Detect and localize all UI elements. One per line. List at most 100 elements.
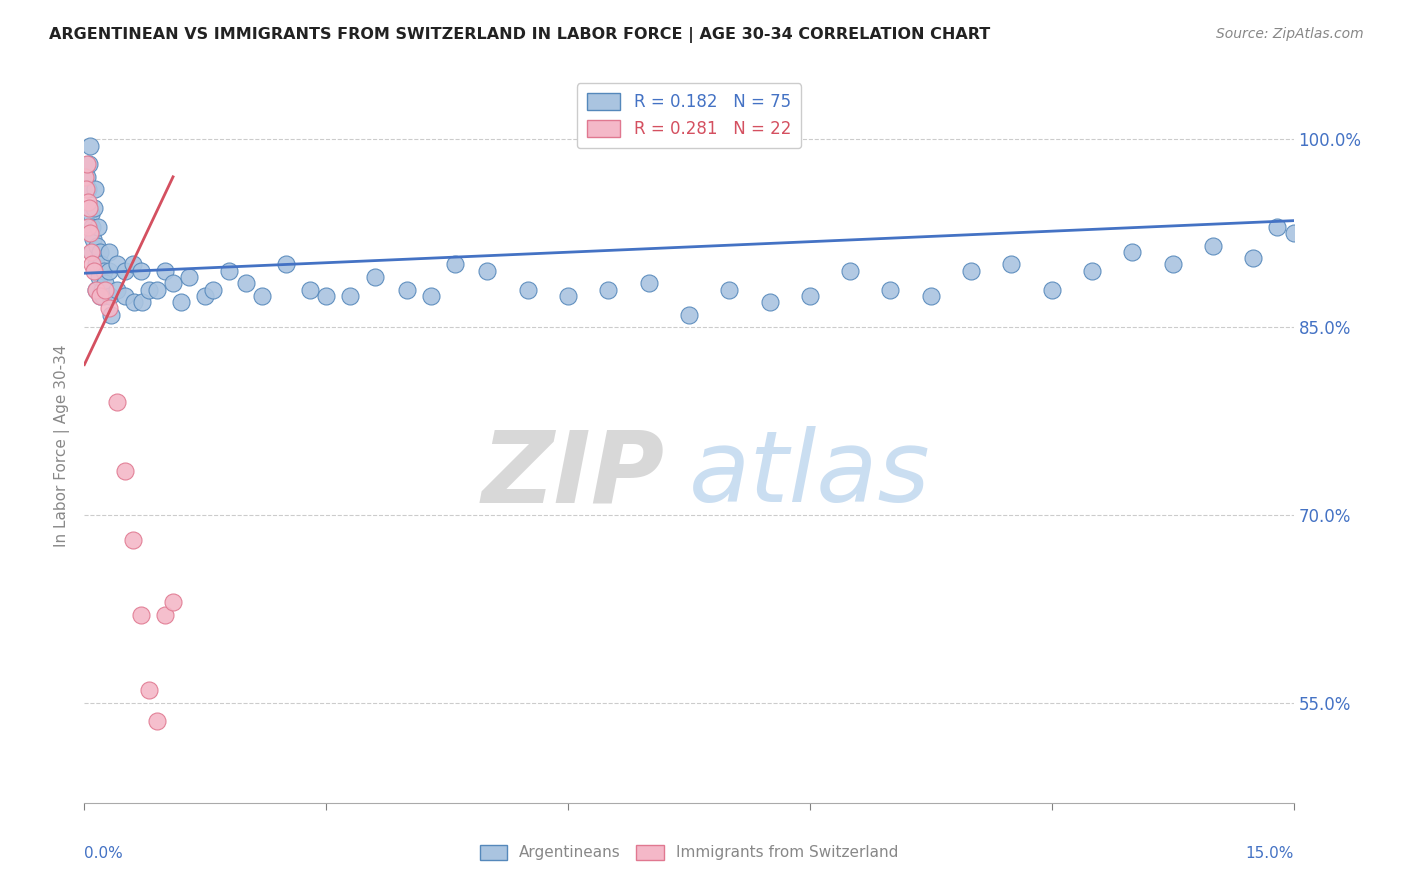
Text: 0.0%: 0.0% [84,846,124,861]
Point [76,194,98,209]
Point [84,257,107,271]
Point [98,289,121,303]
Point [395,283,418,297]
Point [598,283,620,297]
Point [129,264,152,278]
Point [179,270,201,285]
Point [89,289,111,303]
Point [1241,251,1264,265]
Point [93,264,115,278]
Point [678,308,700,322]
Point [79,138,101,153]
Point [93,277,115,291]
Point [100,308,122,322]
Point [637,277,659,291]
Point [1040,283,1063,297]
Point [170,295,193,310]
Point [105,395,128,409]
Point [444,257,467,271]
Point [516,283,538,297]
Point [93,283,115,297]
Text: ZIP: ZIP [482,426,665,523]
Point [89,289,111,303]
Point [79,226,101,240]
Point [77,201,100,215]
Point [83,182,105,196]
Point [146,283,169,297]
Point [77,219,100,234]
Point [97,244,120,259]
Point [76,169,98,184]
Point [83,264,105,278]
Point [879,283,901,297]
Point [299,283,322,297]
Point [138,683,160,698]
Point [250,289,273,303]
Point [83,201,105,215]
Point [77,182,100,196]
Point [80,244,103,259]
Point [799,289,821,303]
Point [758,295,780,310]
Point [129,607,152,622]
Point [105,257,128,271]
Point [131,295,153,310]
Point [153,607,176,622]
Point [91,283,114,297]
Point [138,283,160,297]
Y-axis label: In Labor Force | Age 30-34: In Labor Force | Age 30-34 [55,344,70,548]
Text: atlas: atlas [689,426,931,523]
Point [97,301,120,316]
Point [80,207,103,221]
Point [1161,257,1184,271]
Point [77,157,100,171]
Point [98,264,121,278]
Legend: Argentineans, Immigrants from Switzerland: Argentineans, Immigrants from Switzerlan… [474,838,904,866]
Point [162,277,184,291]
Point [86,283,108,297]
Point [162,595,184,609]
Point [274,257,297,271]
Point [87,270,110,285]
Point [75,182,97,196]
Point [194,289,217,303]
Point [235,277,257,291]
Point [82,257,104,271]
Point [89,244,111,259]
Point [107,283,129,297]
Point [86,283,108,297]
Point [920,289,942,303]
Point [1121,244,1143,259]
Point [1202,238,1225,252]
Point [420,289,443,303]
Point [114,464,136,478]
Point [90,257,112,271]
Point [91,289,114,303]
Text: ARGENTINEAN VS IMMIGRANTS FROM SWITZERLAND IN LABOR FORCE | AGE 30-34 CORRELATIO: ARGENTINEAN VS IMMIGRANTS FROM SWITZERLA… [49,27,990,43]
Point [87,219,110,234]
Point [1282,226,1305,240]
Point [557,289,579,303]
Point [363,270,385,285]
Text: Source: ZipAtlas.com: Source: ZipAtlas.com [1216,27,1364,41]
Point [82,219,104,234]
Point [218,264,240,278]
Point [121,533,143,547]
Point [124,295,146,310]
Point [75,169,97,184]
Point [153,264,176,278]
Point [1000,257,1022,271]
Text: 15.0%: 15.0% [1246,846,1294,861]
Point [121,257,143,271]
Point [80,244,103,259]
Point [839,264,862,278]
Point [86,238,108,252]
Point [960,264,983,278]
Point [718,283,741,297]
Point [114,264,136,278]
Point [477,264,499,278]
Point [315,289,337,303]
Point [114,289,136,303]
Point [82,232,104,246]
Point [1081,264,1104,278]
